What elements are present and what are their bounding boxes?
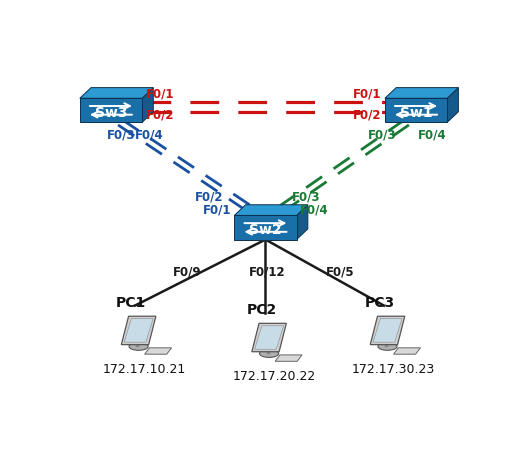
Polygon shape [80,98,142,123]
Polygon shape [385,98,447,123]
Text: F0/2: F0/2 [195,191,224,204]
Polygon shape [370,316,405,345]
Ellipse shape [260,349,279,357]
Text: F0/4: F0/4 [299,204,328,217]
Polygon shape [80,88,153,98]
Polygon shape [234,205,308,215]
Text: Sw2: Sw2 [249,223,282,237]
Polygon shape [142,88,153,123]
Ellipse shape [378,343,397,350]
Polygon shape [373,319,402,342]
Polygon shape [124,319,153,342]
Text: PC2: PC2 [247,303,277,317]
Polygon shape [297,205,308,240]
Ellipse shape [129,343,148,350]
Polygon shape [447,88,458,123]
Polygon shape [255,326,283,349]
Text: F0/3: F0/3 [368,128,396,142]
Text: F0/5: F0/5 [325,266,354,278]
Polygon shape [385,88,458,98]
Text: 172.17.10.21: 172.17.10.21 [103,363,185,376]
Polygon shape [252,323,286,352]
Text: Sw3: Sw3 [95,106,127,120]
Text: F0/9: F0/9 [173,266,202,278]
Text: 172.17.30.23: 172.17.30.23 [351,363,435,376]
Text: F0/4: F0/4 [135,128,164,142]
Polygon shape [234,215,297,240]
Text: F0/2: F0/2 [146,108,175,122]
Text: PC1: PC1 [116,296,146,310]
Text: F0/3: F0/3 [292,191,320,204]
Polygon shape [394,348,421,354]
Text: F0/12: F0/12 [249,266,286,278]
Text: Sw1: Sw1 [400,106,433,120]
Polygon shape [121,316,156,345]
Text: F0/4: F0/4 [418,128,447,142]
Text: F0/1: F0/1 [203,204,232,217]
Text: F0/1: F0/1 [146,88,175,101]
Text: F0/2: F0/2 [352,108,381,122]
Text: PC3: PC3 [365,296,395,310]
Text: F0/1: F0/1 [352,88,381,101]
Text: F0/3: F0/3 [107,128,135,142]
Polygon shape [145,348,171,354]
Text: 172.17.20.22: 172.17.20.22 [233,370,316,383]
Polygon shape [275,355,302,361]
